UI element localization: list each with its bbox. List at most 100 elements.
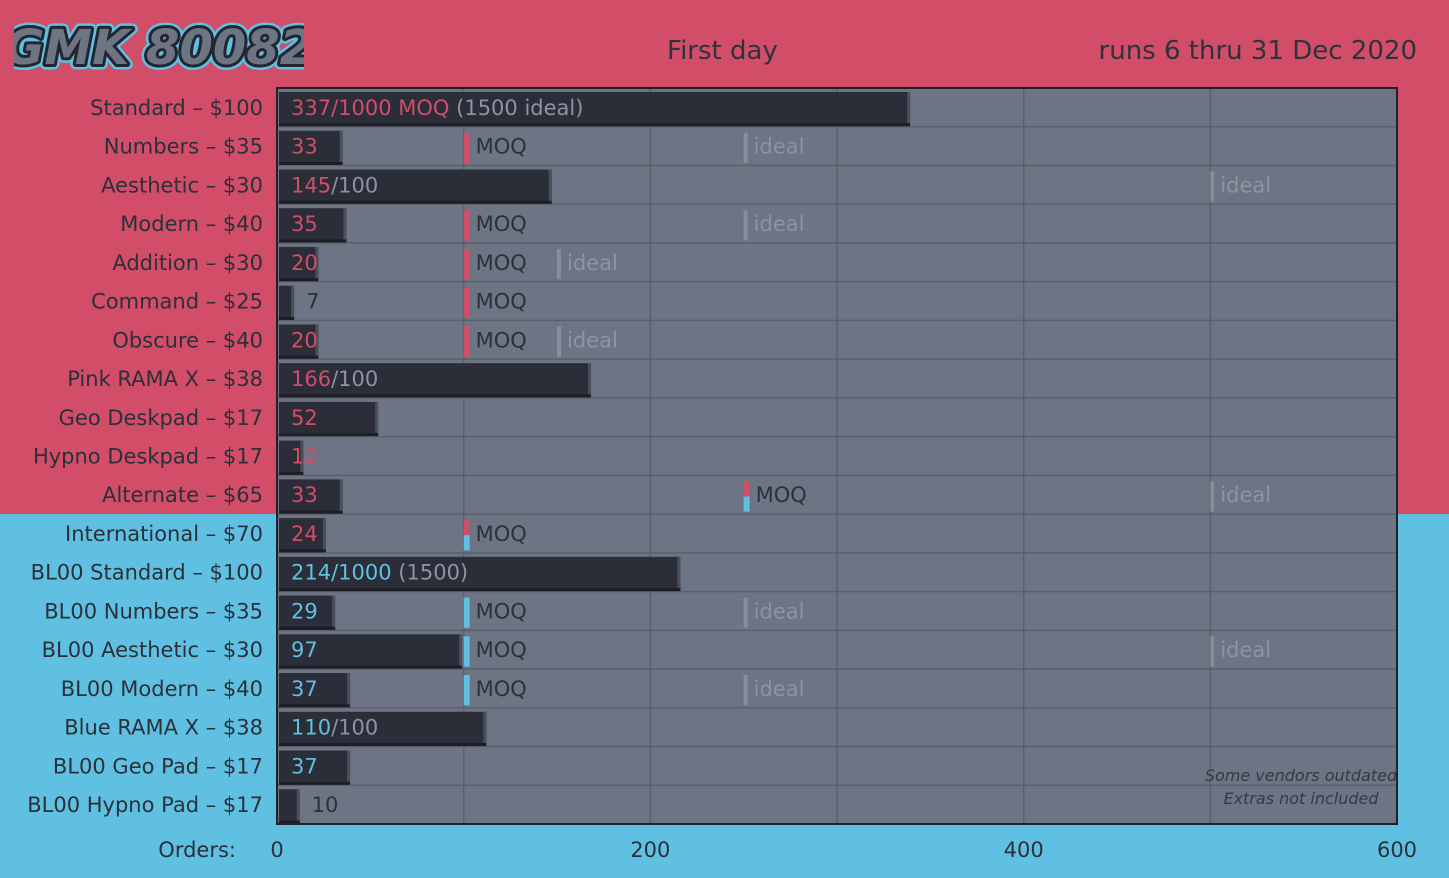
bar-edge-shadow [279,743,487,747]
bar [279,673,351,708]
bar-value-label: 145/100 [291,173,378,197]
bar-edge-shadow [279,200,552,204]
bar-value-label: 110/100 [291,716,378,740]
bar-value-label: 29 [291,599,318,623]
bar-edge-highlight [315,246,319,282]
ideal-marker [743,132,748,163]
bar-edge-shadow [279,433,379,437]
bar-target-text: /1000 [331,561,392,585]
bar-value: 145 [291,173,331,197]
bar-value: 110 [291,716,331,740]
ideal-label: ideal [1220,483,1271,507]
bar-edge-shadow [279,471,304,475]
bar [279,711,487,747]
ideal-marker [1210,171,1215,202]
row-label: Blue RAMA X – $38 [64,716,263,740]
bar-value-label: 12 [291,445,318,469]
bar-edge-shadow [279,123,911,127]
bar-value-label: 97 [291,638,318,662]
bar-edge-shadow [279,626,336,630]
moq-label: MOQ [476,328,527,352]
bar-edge-highlight [315,324,319,359]
bar [279,440,304,475]
bar-value: 166 [291,367,331,391]
ideal-label: ideal [754,212,805,236]
bar-edge-shadow [279,161,343,165]
bar-value: 37 [291,677,318,701]
moq-label: MOQ [476,290,527,314]
ideal-marker [743,210,748,241]
moq-marker [463,210,470,241]
bar-value: 20 [291,251,318,275]
bar-value-label: 7 [306,290,319,314]
bar-edge-shadow [279,781,351,785]
ideal-label: ideal [1220,173,1271,197]
bar-muted-text: /100 [331,367,378,391]
moq-marker [463,248,470,280]
moq-label: MOQ [476,599,527,623]
row-label: Modern – $40 [120,212,263,236]
footnote-line-extras: Extras not included [1223,789,1379,808]
x-tick-label: 0 [270,838,283,862]
row-label: Hypno Deskpad – $17 [33,445,263,469]
bar-value: 97 [291,638,318,662]
ideal-marker [1210,636,1215,667]
bar [279,246,319,282]
bar-edge-highlight [548,169,552,204]
date-range: runs 6 thru 31 Dec 2020 [1098,36,1417,66]
bar-edge-shadow [279,278,319,282]
moq-marker [463,287,470,318]
bar-value-label: 33 [291,135,318,159]
bar-value: 35 [291,212,318,236]
row-label: International – $70 [65,522,263,546]
bar-value: 33 [291,135,318,159]
ideal-label: ideal [754,599,805,623]
bar-value-label: 20 [291,328,318,352]
row-label: BL00 Standard – $100 [31,561,263,585]
moq-marker-pink [743,481,750,497]
bar-muted-text: /100 [331,716,378,740]
gmk-80082-logo: GMK 80082 GMK 80082 GMK 80082 [14,15,304,81]
row-label: Addition – $30 [112,251,263,275]
bar [279,130,343,165]
bar-edge-shadow [279,665,463,669]
moq-label: MOQ [476,251,527,275]
bar-edge-shadow [279,355,319,359]
bar-value-label: 52 [291,406,318,430]
bar [279,363,591,398]
moq-label: MOQ [476,522,527,546]
bar-edge-highlight [291,285,295,320]
bar [279,479,343,514]
bar-edge-shadow [279,588,681,592]
bar-value: 52 [291,406,318,430]
bar-value: 24 [291,522,318,546]
bar [279,324,319,359]
row-label: Alternate – $65 [102,483,263,507]
bar-edge-shadow [279,316,295,320]
x-tick-label: 400 [1004,838,1044,862]
bar-edge-highlight [332,595,336,630]
bar-edge-highlight [677,556,681,592]
x-axis-label: Orders: [158,838,236,862]
logo-text: GMK 80082 [14,20,304,76]
ideal-marker [743,675,748,706]
row-label: Numbers – $35 [104,135,263,159]
bar-edge-highlight [375,401,379,437]
moq-label: MOQ [476,135,527,159]
bar-edge-shadow [279,239,347,243]
bar-edge-highlight [347,673,351,708]
bar-edge-shadow [279,704,351,708]
row-label: Geo Deskpad – $17 [59,406,263,430]
moq-marker [463,597,470,628]
bar-edge-highlight [343,208,347,243]
bar-value-label: 214/1000 (1500) [291,561,468,585]
bar [279,634,463,669]
ideal-marker [743,597,748,628]
bar [279,169,552,204]
ideal-label: ideal [754,677,805,701]
bar [279,518,326,553]
moq-marker [463,636,470,667]
chart-subtitle: First day [667,36,778,66]
bar-value-label: 37 [291,754,318,778]
